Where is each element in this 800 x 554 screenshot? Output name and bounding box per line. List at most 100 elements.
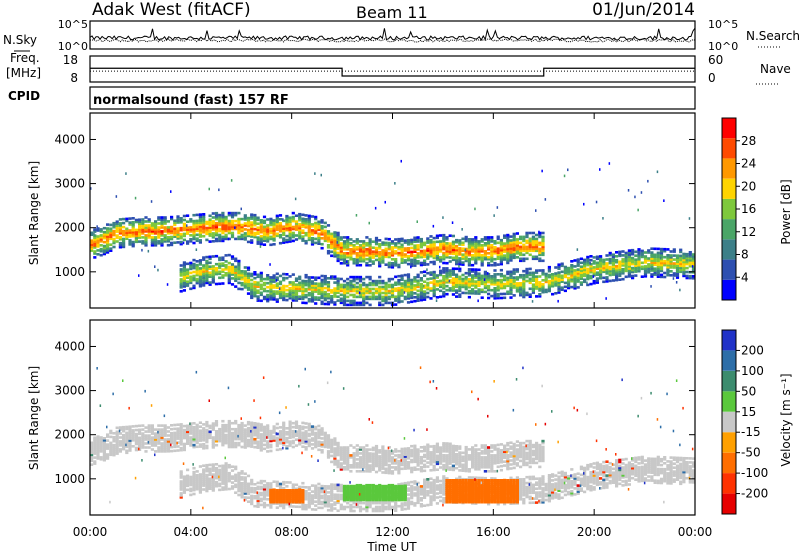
velocity-speck — [182, 462, 185, 465]
power-cell — [531, 279, 535, 282]
power-cell — [650, 269, 654, 272]
power-cell — [294, 226, 299, 229]
power-cell — [458, 249, 462, 252]
power-cell — [320, 229, 324, 232]
power-cell — [230, 271, 235, 274]
power-cell — [563, 285, 567, 289]
power-cell — [246, 224, 251, 228]
velocity-cell — [323, 500, 327, 504]
velocity-cell — [96, 457, 100, 460]
power-cell — [666, 262, 670, 265]
power-cell — [426, 295, 430, 299]
power-cell — [483, 276, 487, 280]
power-cell — [627, 249, 631, 252]
velocity-cell — [102, 458, 106, 462]
power-cell — [282, 233, 286, 236]
power-cell — [307, 284, 311, 287]
power-cell — [487, 272, 491, 276]
velocity-cell — [320, 496, 324, 500]
power-speck — [256, 298, 258, 302]
velocity-cell — [330, 503, 334, 506]
velocity-cell — [154, 434, 158, 437]
power-cell — [461, 237, 465, 241]
power-cell — [503, 282, 507, 286]
power-cell — [253, 282, 257, 286]
power-cell — [519, 274, 523, 277]
power-cell — [224, 225, 228, 229]
power-cell — [160, 220, 164, 223]
velocity-cell — [250, 421, 254, 425]
power-cell — [186, 240, 190, 243]
power-cell — [423, 274, 427, 277]
power-cell — [102, 244, 106, 248]
power-cell — [397, 251, 401, 255]
power-cell — [493, 289, 497, 292]
velocity-cell — [205, 477, 209, 481]
velocity-cell — [285, 436, 289, 440]
power-cell — [317, 286, 321, 290]
power-cell — [586, 269, 590, 273]
power-cell — [154, 230, 158, 233]
power-cell — [487, 292, 491, 296]
nsky-label: N.Sky — [3, 33, 37, 47]
power-cell — [400, 274, 404, 277]
power-cell — [141, 224, 145, 227]
power-cell — [557, 263, 561, 266]
power-cell — [432, 284, 436, 288]
power-cell — [253, 276, 257, 280]
power-cell — [637, 262, 641, 265]
power-cell — [499, 254, 503, 258]
power-cell — [442, 235, 446, 239]
power-cell — [413, 288, 417, 291]
power-cell — [163, 220, 167, 223]
power-cell — [195, 223, 199, 227]
velocity-cell — [266, 486, 270, 489]
power-cell — [656, 247, 660, 251]
velocity-cell — [282, 435, 286, 439]
power-cell — [339, 289, 343, 293]
power-cell — [390, 291, 395, 295]
power-cell — [182, 281, 186, 284]
velocity-cell — [112, 443, 116, 447]
power-cell — [269, 290, 273, 293]
velocity-cell — [170, 424, 174, 427]
power-speck — [96, 225, 98, 228]
power-cell — [195, 260, 199, 263]
power-cell — [682, 262, 686, 266]
velocity-cell — [208, 471, 212, 475]
velocity-cell — [246, 500, 251, 503]
power-cell — [99, 228, 103, 231]
power-cell — [442, 287, 446, 290]
power-cell — [426, 287, 430, 291]
power-speck — [416, 220, 418, 223]
power-cell — [250, 294, 254, 298]
power-cell — [336, 253, 340, 257]
power-cell — [144, 238, 148, 241]
power-cell — [298, 214, 302, 218]
power-cell — [320, 274, 324, 278]
power-cell — [464, 285, 468, 289]
power-cell — [406, 297, 411, 300]
power-cell — [221, 231, 225, 235]
power-cell — [471, 292, 475, 295]
velocity-region-cell — [269, 500, 273, 504]
velocity-cell — [352, 464, 356, 467]
power-cell — [471, 246, 475, 249]
power-cell — [243, 282, 247, 285]
power-cell — [224, 260, 228, 263]
velocity-cell — [304, 436, 308, 439]
power-cell — [595, 265, 599, 268]
power-cell — [301, 217, 305, 221]
power-cell — [509, 278, 513, 281]
power-cell — [189, 226, 193, 229]
power-cell — [448, 234, 452, 237]
power-cell — [144, 220, 148, 223]
power-cell — [554, 272, 558, 275]
power-cell — [371, 293, 375, 297]
velocity-cell — [307, 438, 311, 442]
velocity-cell — [282, 437, 286, 441]
power-cell — [134, 230, 138, 234]
power-cell — [445, 250, 449, 253]
velocity-cell — [192, 429, 196, 433]
velocity-cell — [186, 478, 190, 482]
